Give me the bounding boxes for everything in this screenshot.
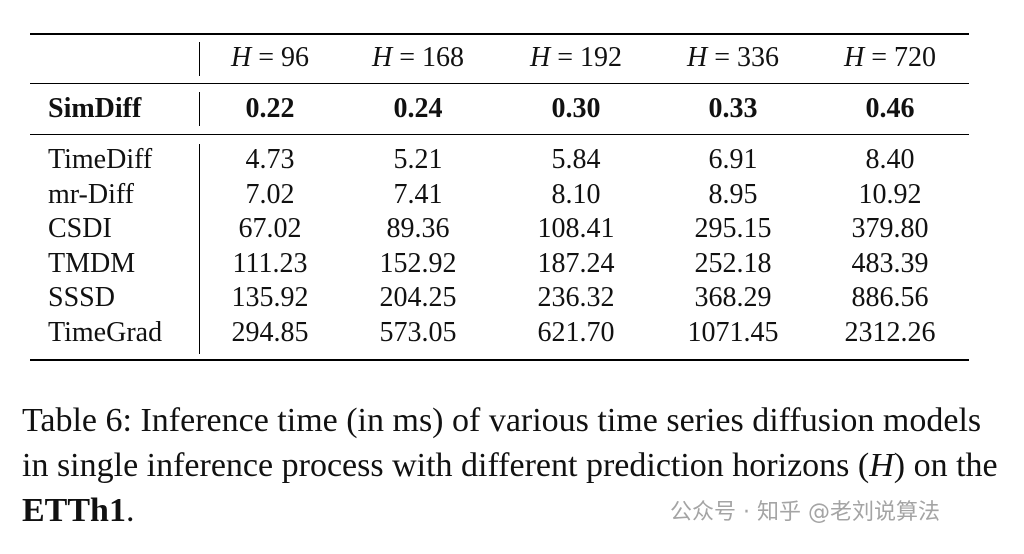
row-name: CSDI <box>48 213 112 245</box>
cell-value: 204.25 <box>379 282 457 314</box>
cell-value: 236.32 <box>537 282 615 314</box>
caption-variable: H <box>869 447 894 484</box>
column-header: H = 336 <box>686 42 780 73</box>
cell-value: 7.02 <box>245 178 295 210</box>
cell-value: 7.41 <box>393 178 443 210</box>
cell-value: 5.84 <box>551 144 601 175</box>
cell-value: 89.36 <box>386 213 450 245</box>
cell-value: 379.80 <box>851 213 929 245</box>
cell-value: 187.24 <box>537 247 615 279</box>
cell-value: 295.15 <box>694 213 772 245</box>
cell-value: 67.02 <box>238 213 302 245</box>
cell-value: 2312.26 <box>844 317 936 348</box>
column-header: H = 96 <box>230 42 310 73</box>
row-name: TimeGrad <box>48 317 163 348</box>
cell-value: 573.05 <box>379 317 457 348</box>
caption: Table 6: Inference time (in ms) of vario… <box>22 398 1002 533</box>
watermark: 公众号 · 知乎 @老刘说算法 <box>670 500 940 525</box>
cell-value: 294.85 <box>231 317 309 348</box>
column-header: H = 720 <box>843 42 937 73</box>
caption-text: . <box>125 492 135 529</box>
cell-value: 0.30 <box>551 93 601 124</box>
top-rule <box>30 33 969 35</box>
cell-value: 4.73 <box>245 144 295 175</box>
cell-value: 483.39 <box>851 247 929 279</box>
cell-value: 8.95 <box>708 178 758 210</box>
cell-value: 0.24 <box>393 93 443 124</box>
cell-value: 1071.45 <box>687 317 779 348</box>
caption-text: Table 6: Inference time (in ms) of vario… <box>22 402 982 484</box>
cell-value: 5.21 <box>393 144 443 175</box>
cell-value: 135.92 <box>231 282 309 314</box>
cell-value: 152.92 <box>379 247 457 279</box>
cell-value: 111.23 <box>232 247 308 279</box>
row-name: SimDiff <box>48 93 142 124</box>
cell-value: 0.33 <box>708 93 758 124</box>
cell-value: 10.92 <box>858 178 922 210</box>
cell-value: 621.70 <box>537 317 615 348</box>
mid-rule <box>30 134 969 135</box>
column-header: H = 192 <box>529 42 623 73</box>
cell-value: 0.46 <box>865 93 915 124</box>
cell-value: 368.29 <box>694 282 772 314</box>
column-separator <box>199 42 200 76</box>
bottom-rule <box>30 359 969 361</box>
row-name: TimeDiff <box>48 144 153 175</box>
row-name: mr-Diff <box>48 178 135 210</box>
cell-value: 0.22 <box>245 93 295 124</box>
cell-value: 108.41 <box>537 213 615 245</box>
cell-value: 6.91 <box>708 144 758 175</box>
cell-value: 8.40 <box>865 144 915 175</box>
caption-text: ) on the <box>893 447 998 484</box>
row-name: SSSD <box>48 282 115 314</box>
row-name: TMDM <box>48 247 136 279</box>
column-header: H = 168 <box>371 42 465 73</box>
header-rule <box>30 83 969 84</box>
cell-value: 8.10 <box>551 178 601 210</box>
cell-value: 886.56 <box>851 282 929 314</box>
column-separator <box>199 92 200 126</box>
cell-value: 252.18 <box>694 247 772 279</box>
caption-dataset: ETTh1 <box>22 492 126 529</box>
column-separator <box>199 144 200 354</box>
